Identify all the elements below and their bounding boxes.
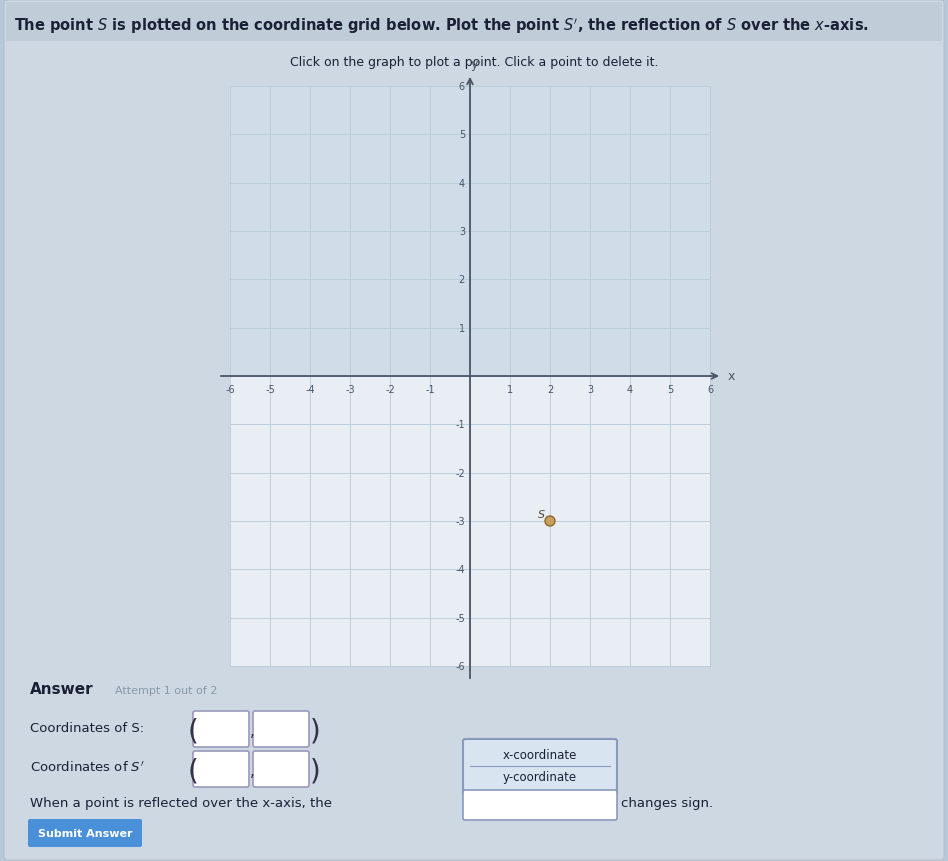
- FancyBboxPatch shape: [463, 739, 617, 795]
- Text: -2: -2: [385, 385, 395, 394]
- Text: 1: 1: [459, 323, 465, 333]
- Text: 5: 5: [459, 130, 465, 140]
- Text: When a point is reflected over the x-axis, the: When a point is reflected over the x-axi…: [30, 796, 332, 809]
- FancyBboxPatch shape: [463, 790, 617, 820]
- Text: 3: 3: [459, 226, 465, 237]
- Text: y: y: [470, 58, 478, 71]
- Text: x: x: [728, 370, 736, 383]
- Text: -1: -1: [426, 385, 435, 394]
- FancyBboxPatch shape: [28, 819, 142, 847]
- Text: -4: -4: [455, 565, 465, 574]
- Text: Coordinates of $S'$: Coordinates of $S'$: [30, 759, 145, 774]
- Text: -6: -6: [226, 385, 235, 394]
- Text: -3: -3: [345, 385, 355, 394]
- Text: 4: 4: [627, 385, 633, 394]
- Text: 2: 2: [547, 385, 553, 394]
- Text: ,: ,: [250, 723, 255, 739]
- Text: Answer: Answer: [30, 681, 94, 697]
- Text: changes sign.: changes sign.: [621, 796, 713, 809]
- Circle shape: [545, 517, 555, 526]
- Text: The point $S$ is plotted on the coordinate grid below. Plot the point $S'$, the : The point $S$ is plotted on the coordina…: [14, 16, 868, 36]
- Text: y-coordinate: y-coordinate: [503, 771, 577, 784]
- Text: 2: 2: [459, 275, 465, 285]
- Text: 3: 3: [587, 385, 593, 394]
- Text: 5: 5: [666, 385, 673, 394]
- FancyBboxPatch shape: [6, 3, 942, 42]
- FancyBboxPatch shape: [230, 87, 710, 376]
- Text: 6: 6: [459, 82, 465, 92]
- Text: x-coordinate: x-coordinate: [502, 748, 577, 762]
- Text: -2: -2: [455, 468, 465, 478]
- Text: Attempt 1 out of 2: Attempt 1 out of 2: [115, 685, 217, 695]
- Text: S: S: [538, 510, 545, 519]
- Text: -6: -6: [455, 661, 465, 672]
- Text: Coordinates of S:: Coordinates of S:: [30, 722, 144, 734]
- Text: 4: 4: [459, 178, 465, 189]
- Text: -5: -5: [455, 613, 465, 623]
- Text: ): ): [310, 717, 320, 745]
- Text: (: (: [188, 757, 199, 785]
- Text: -5: -5: [265, 385, 275, 394]
- Text: Click on the graph to plot a point. Click a point to delete it.: Click on the graph to plot a point. Clic…: [290, 55, 658, 68]
- Text: 1: 1: [507, 385, 513, 394]
- FancyBboxPatch shape: [4, 1, 944, 860]
- Text: -3: -3: [455, 517, 465, 526]
- Text: ): ): [310, 757, 320, 785]
- Text: (: (: [188, 717, 199, 745]
- Text: ,: ,: [250, 764, 255, 778]
- FancyBboxPatch shape: [253, 711, 309, 747]
- FancyBboxPatch shape: [193, 711, 249, 747]
- FancyBboxPatch shape: [253, 751, 309, 787]
- FancyBboxPatch shape: [230, 87, 710, 666]
- Text: 6: 6: [707, 385, 713, 394]
- Text: -1: -1: [455, 420, 465, 430]
- Text: Submit Answer: Submit Answer: [38, 828, 133, 838]
- Text: -4: -4: [305, 385, 315, 394]
- FancyBboxPatch shape: [193, 751, 249, 787]
